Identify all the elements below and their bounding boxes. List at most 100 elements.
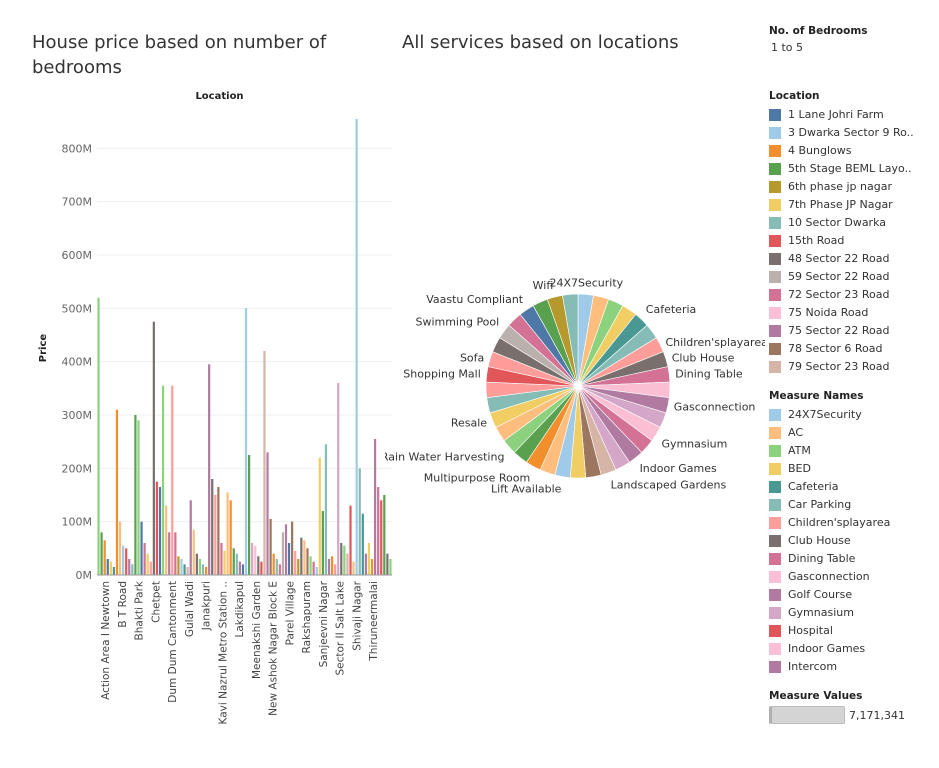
bar[interactable] <box>287 543 291 575</box>
bar[interactable] <box>275 559 278 575</box>
bar[interactable] <box>281 532 285 575</box>
bar[interactable] <box>266 452 269 575</box>
bar[interactable] <box>312 561 315 575</box>
bar[interactable] <box>171 385 174 575</box>
bar[interactable] <box>358 468 361 575</box>
bar[interactable] <box>303 540 306 575</box>
measure-legend-item[interactable]: Cafeteria <box>769 478 890 496</box>
location-legend-item[interactable]: 75 Sector 22 Road <box>769 322 929 340</box>
bar[interactable] <box>158 487 162 575</box>
bar[interactable] <box>232 548 235 575</box>
bar[interactable] <box>346 553 349 575</box>
bar[interactable] <box>128 559 131 575</box>
location-legend-item[interactable]: 79 Sector 23 Road <box>769 358 929 376</box>
measure-names-list[interactable]: 24X7Security AC ATM BED Cafeteria Car Parking… <box>769 406 890 694</box>
bar[interactable] <box>155 481 159 575</box>
bar[interactable] <box>269 519 272 575</box>
bar[interactable] <box>352 561 355 575</box>
bar[interactable] <box>183 564 186 575</box>
bar[interactable] <box>294 551 297 575</box>
bar[interactable] <box>174 532 177 575</box>
bar[interactable] <box>180 559 183 575</box>
bar[interactable] <box>125 548 128 575</box>
bar[interactable] <box>278 564 281 575</box>
location-legend-item[interactable]: 5th Stage BEML Layo.. <box>769 160 929 178</box>
bar[interactable] <box>324 444 328 575</box>
bar[interactable] <box>300 537 303 575</box>
bar[interactable] <box>272 553 275 575</box>
bar[interactable] <box>100 532 103 575</box>
measure-legend-item[interactable]: Intercom <box>769 658 890 676</box>
bar[interactable] <box>254 545 257 575</box>
location-legend-item[interactable]: 1 Lane Johri Farm <box>769 106 929 124</box>
location-legend-item[interactable]: 7th Phase JP Nagar <box>769 196 929 214</box>
bar[interactable] <box>106 559 109 575</box>
bar[interactable] <box>248 455 251 575</box>
bar[interactable] <box>226 492 229 575</box>
bar[interactable] <box>192 529 195 575</box>
bar[interactable] <box>122 545 125 575</box>
bar[interactable] <box>146 553 149 575</box>
bar[interactable] <box>214 495 217 575</box>
bar[interactable] <box>251 543 254 575</box>
location-legend-list[interactable]: 1 Lane Johri Farm 3 Dwarka Sector 9 Ro.. 4… <box>769 106 929 376</box>
bar[interactable] <box>229 500 232 575</box>
measure-legend-item[interactable]: 24X7Security <box>769 406 890 424</box>
bar[interactable] <box>112 567 116 575</box>
bar[interactable] <box>152 321 155 575</box>
bar[interactable] <box>361 513 364 575</box>
bar[interactable] <box>165 505 168 575</box>
bedrooms-filter-value[interactable]: 1 to 5 <box>771 41 804 54</box>
bar[interactable] <box>177 556 180 575</box>
bar[interactable] <box>257 556 260 575</box>
pie-slice[interactable] <box>562 293 579 387</box>
measure-legend-item[interactable]: Gymnasium <box>769 604 890 622</box>
measure-legend-item[interactable]: Club House <box>769 532 890 550</box>
bar[interactable] <box>186 567 189 575</box>
bar[interactable] <box>260 561 263 575</box>
bar[interactable] <box>238 561 241 575</box>
location-legend-item[interactable]: 78 Sector 6 Road <box>769 340 929 358</box>
bar[interactable] <box>334 564 337 575</box>
bar[interactable] <box>318 457 321 575</box>
bar[interactable] <box>109 561 112 575</box>
bar[interactable] <box>223 551 226 575</box>
bar[interactable] <box>349 505 352 575</box>
location-legend-item[interactable]: 4 Bunglows <box>769 142 929 160</box>
bar[interactable] <box>143 543 146 575</box>
measure-legend-item[interactable]: Golf Course <box>769 586 890 604</box>
measure-legend-item[interactable]: Hospital <box>769 622 890 640</box>
bar[interactable] <box>284 524 288 575</box>
bar[interactable] <box>343 545 346 575</box>
bar[interactable] <box>383 495 386 575</box>
bar[interactable] <box>340 543 343 575</box>
measure-legend-item[interactable]: BED <box>769 460 890 478</box>
bar[interactable] <box>355 119 358 575</box>
bar[interactable] <box>140 521 143 575</box>
location-legend-item[interactable]: 10 Sector Dwarka <box>769 214 929 232</box>
bar[interactable] <box>370 559 374 575</box>
bar[interactable] <box>337 383 340 575</box>
location-legend-item[interactable]: 48 Sector 22 Road <box>769 250 929 268</box>
measure-legend-item[interactable]: Dining Table <box>769 550 890 568</box>
measure-legend-item[interactable]: Car Parking <box>769 496 890 514</box>
bar[interactable] <box>201 564 205 575</box>
bar[interactable] <box>118 521 122 575</box>
bar[interactable] <box>327 559 331 575</box>
bar[interactable] <box>137 420 140 575</box>
location-legend-item[interactable]: 59 Sector 22 Road <box>769 268 929 286</box>
bar[interactable] <box>373 439 377 575</box>
location-legend-item[interactable]: 3 Dwarka Sector 9 Ro.. <box>769 124 929 142</box>
bar[interactable] <box>263 351 266 575</box>
bar[interactable] <box>204 567 208 575</box>
bar[interactable] <box>364 553 367 575</box>
measure-legend-item[interactable]: AC <box>769 424 890 442</box>
bar[interactable] <box>389 559 392 575</box>
bar[interactable] <box>330 556 334 575</box>
bar[interactable] <box>208 364 211 575</box>
bar[interactable] <box>235 553 238 575</box>
bar[interactable] <box>377 487 380 575</box>
bar[interactable] <box>297 559 300 575</box>
bar[interactable] <box>217 487 220 575</box>
bar[interactable] <box>244 308 248 575</box>
